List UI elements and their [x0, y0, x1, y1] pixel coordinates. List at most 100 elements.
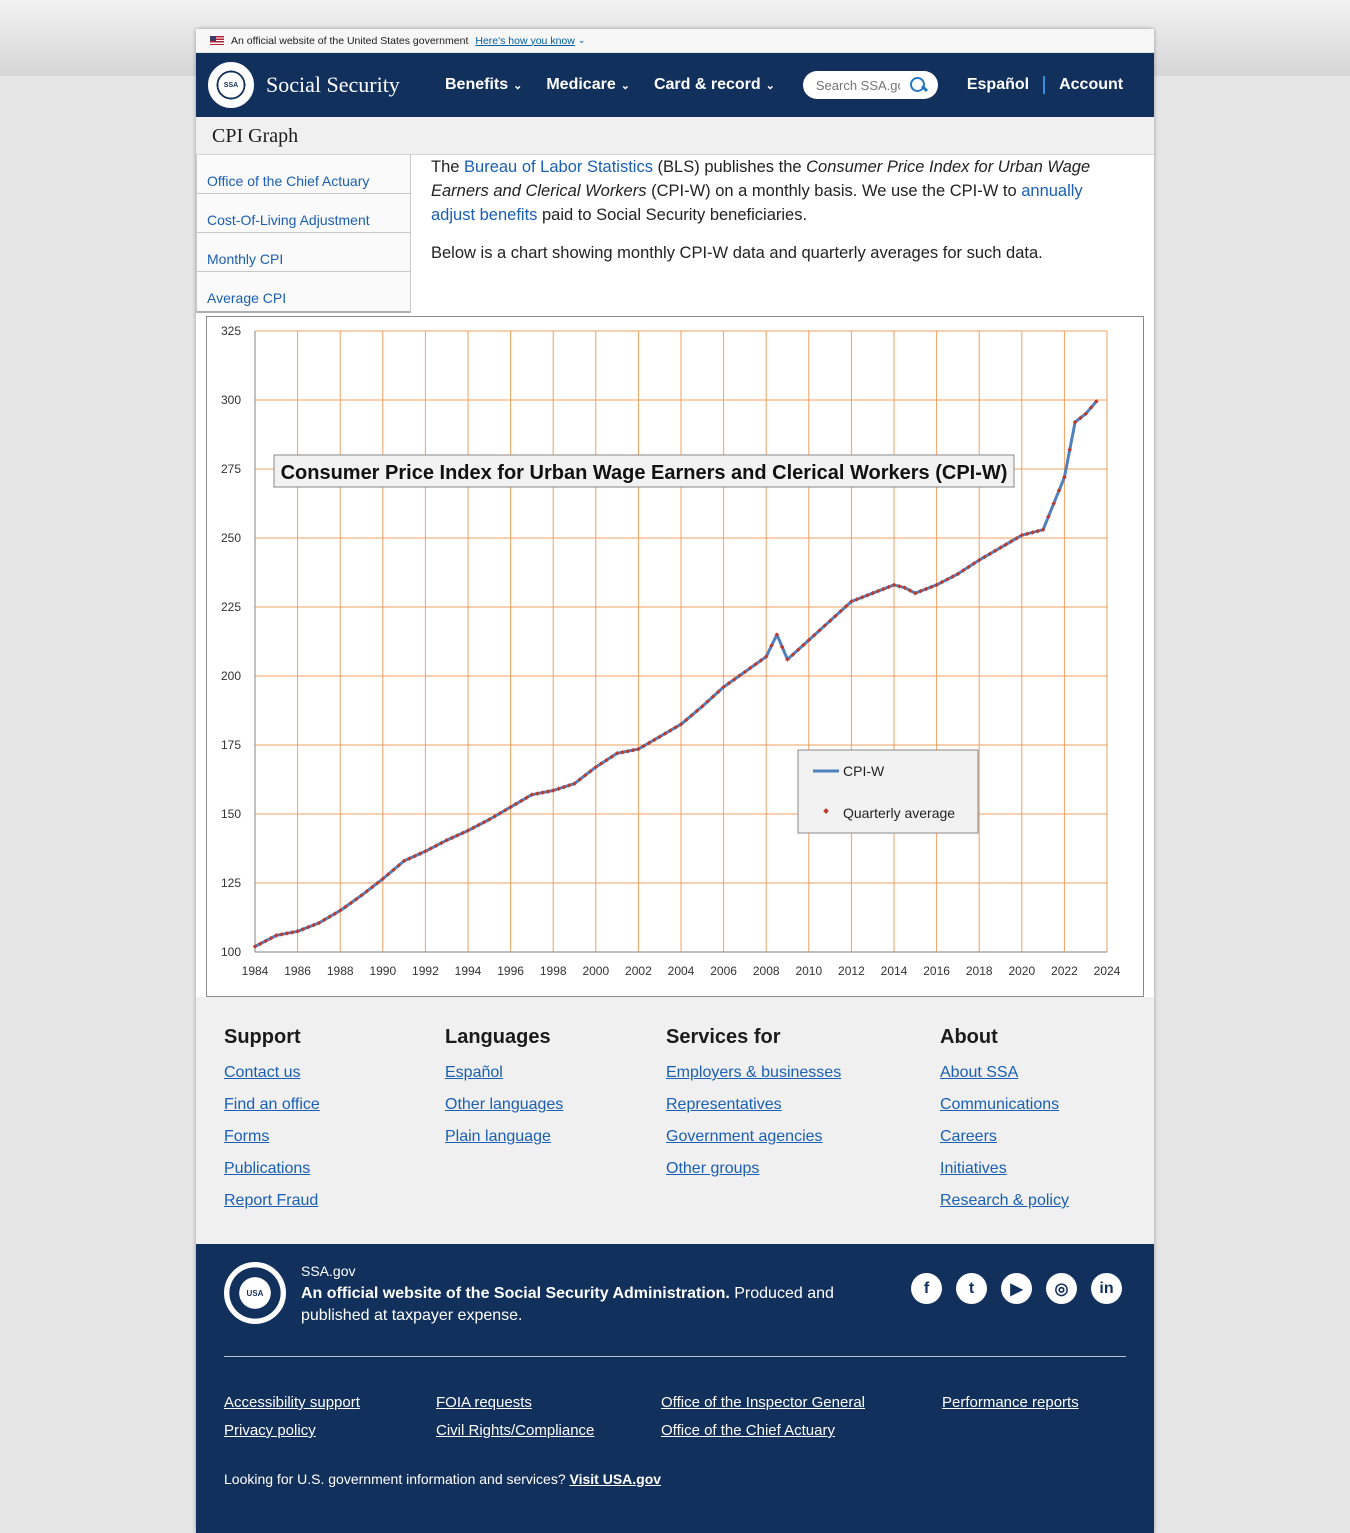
quarterly-average-point [540, 790, 545, 795]
footer-bottom-link[interactable]: FOIA requests [436, 1394, 532, 1411]
twitter-icon[interactable]: t [956, 1273, 987, 1304]
quarterly-average-point [918, 588, 923, 594]
quarterly-average-point [801, 642, 806, 648]
footer-link[interactable]: Report Fraud [224, 1192, 319, 1209]
quarterly-average-point [731, 677, 737, 682]
footer-link[interactable]: Careers [940, 1128, 997, 1145]
site-header: SSA Social Security Benefits ⌄ Medicare ⌄ … [196, 53, 1154, 117]
quarterly-average-point [950, 574, 955, 579]
quarterly-average-point [913, 590, 918, 596]
footer-link[interactable]: Communications [940, 1096, 1060, 1113]
quarterly-average-point [923, 586, 929, 592]
account-link[interactable]: Account [1059, 76, 1124, 93]
sidebar-item-average-cpi[interactable]: Average CPI [207, 290, 287, 306]
nav-card-record[interactable]: Card & record ⌄ [654, 76, 775, 94]
youtube-icon[interactable]: ▶ [1001, 1273, 1032, 1304]
footer-link[interactable]: Other groups [666, 1160, 760, 1177]
footer-link[interactable]: Research & policy [940, 1192, 1069, 1209]
espanol-link[interactable]: Español [966, 76, 1030, 93]
usagov-text: Looking for U.S. government information … [224, 1471, 570, 1487]
footer-bottom-link[interactable]: Office of the Inspector General [661, 1394, 866, 1411]
quarterly-average-point [684, 717, 689, 723]
ssagov-label: SSA.gov [301, 1263, 356, 1279]
quarterly-average-point [710, 694, 716, 699]
x-tick-label: 2010 [795, 964, 822, 978]
footer-col-title: About [940, 1026, 998, 1048]
footer-link[interactable]: About SSA [940, 1064, 1019, 1081]
legend-swatch-quarterly [823, 808, 829, 814]
x-tick-label: 2018 [966, 964, 993, 978]
visit-usagov-link[interactable]: Visit USA.gov [569, 1471, 662, 1487]
y-tick-label: 275 [221, 462, 241, 476]
footer-link[interactable]: Plain language [445, 1128, 551, 1145]
quarterly-average-point [641, 743, 646, 749]
quarterly-average-point [508, 804, 513, 810]
quarterly-average-point [1035, 528, 1041, 534]
quarterly-average-point [726, 680, 732, 686]
footer-bottom-link[interactable]: Performance reports [942, 1394, 1079, 1411]
search-icon[interactable] [909, 76, 927, 94]
search-input[interactable] [815, 77, 900, 93]
linkedin-icon[interactable]: in [1091, 1273, 1122, 1304]
ssa-seal-logo: USA [224, 1262, 286, 1324]
page-title: CPI Graph [196, 117, 1154, 155]
quarterly-average-point [625, 748, 631, 754]
quarterly-average-point [902, 585, 907, 590]
x-tick-label: 2014 [881, 964, 908, 978]
quarterly-average-point [875, 588, 881, 594]
quarterly-average-point [870, 590, 875, 596]
quarterly-average-point [700, 704, 705, 709]
footer-bottom-link[interactable]: Accessibility support [224, 1394, 360, 1411]
footer-col-languages: Languages Español Other languages Plain … [445, 1026, 563, 1160]
quarterly-average-point [561, 784, 567, 790]
intro-paragraph-1: The Bureau of Labor Statistics (BLS) pub… [431, 155, 1131, 227]
x-tick-label: 1992 [412, 964, 439, 978]
nav-benefits[interactable]: Benefits ⌄ [445, 76, 522, 94]
nav-medicare[interactable]: Medicare ⌄ [546, 76, 630, 94]
footer-link[interactable]: Initiatives [940, 1160, 1007, 1177]
footer-link[interactable]: Employers & businesses [666, 1064, 842, 1081]
footer-link[interactable]: Publications [224, 1160, 311, 1177]
chevron-down-icon[interactable]: ⌄ [577, 35, 586, 45]
footer-link[interactable]: Government agencies [666, 1128, 823, 1145]
quarterly-average-point [992, 548, 998, 554]
heres-how-you-know-link[interactable]: Here's how you know [475, 34, 575, 47]
quarterly-average-point [311, 922, 316, 928]
ssa-seal-logo[interactable]: SSA [208, 62, 254, 108]
footer-col-services: Services for Employers & businesses Repr… [666, 1026, 841, 1192]
footer-link[interactable]: Español [445, 1064, 503, 1081]
footer-link[interactable]: Representatives [666, 1096, 782, 1113]
intro-text-2: (BLS) publishes the [652, 158, 807, 176]
nav-card-record-label: Card & record [653, 76, 761, 93]
bls-link[interactable]: Bureau of Labor Statistics [464, 158, 653, 176]
quarterly-average-point [593, 764, 599, 770]
x-tick-label: 1996 [497, 964, 524, 978]
annually-adjust-link[interactable]: annually adjust benefits [431, 182, 1083, 224]
quarterly-average-point [747, 665, 753, 671]
footer-link[interactable]: Find an office [224, 1096, 320, 1113]
instagram-icon[interactable]: ◎ [1046, 1273, 1077, 1304]
footer-link[interactable]: Contact us [224, 1064, 301, 1081]
search-box [802, 71, 938, 99]
sidebar-item-chief-actuary[interactable]: Office of the Chief Actuary [197, 155, 410, 194]
official-statement-bold: An official website of the Social Securi… [301, 1285, 730, 1302]
x-tick-label: 2008 [753, 964, 780, 978]
footer-link[interactable]: Other languages [445, 1096, 564, 1113]
quarterly-average-point [886, 584, 891, 590]
quarterly-average-point [982, 554, 987, 560]
footer-bottom-link[interactable]: Civil Rights/Compliance [436, 1422, 595, 1439]
x-tick-label: 2024 [1094, 964, 1121, 978]
sidebar-item-cola[interactable]: Cost-Of-Living Adjustment [197, 194, 410, 233]
quarterly-average-point [827, 618, 833, 624]
footer-bottom-link[interactable]: Office of the Chief Actuary [661, 1422, 835, 1439]
x-tick-label: 1984 [242, 964, 269, 978]
sidebar-item-monthly-cpi[interactable]: Monthly CPI [197, 233, 410, 272]
facebook-icon[interactable]: f [911, 1273, 942, 1304]
footer-link[interactable]: Forms [224, 1128, 270, 1145]
footer-bottom-link[interactable]: Privacy policy [224, 1422, 316, 1439]
footer-identity: USA SSA.gov An official website of the S… [196, 1244, 1154, 1533]
brand-name[interactable]: Social Security [266, 72, 400, 97]
quarterly-average-point [598, 761, 604, 766]
footer-col-about: About About SSA Communications Careers I… [940, 1026, 1069, 1224]
y-tick-label: 100 [221, 945, 241, 959]
